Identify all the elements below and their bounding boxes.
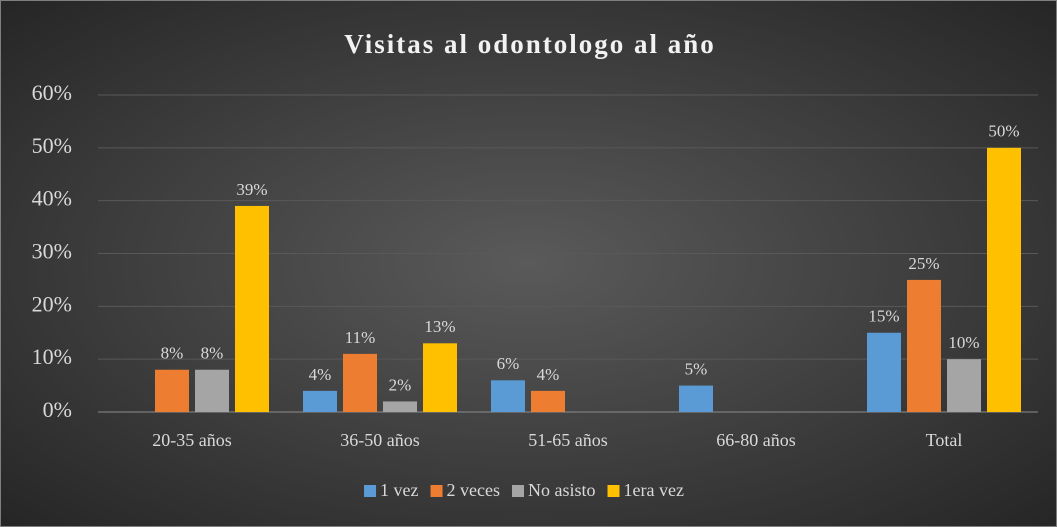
legend-swatch	[430, 485, 443, 497]
bar	[303, 390, 337, 412]
data-label: 11%	[345, 328, 376, 347]
bar	[491, 380, 525, 412]
data-label: 13%	[424, 317, 455, 336]
legend-swatch	[512, 485, 525, 497]
y-tick-label: 20%	[32, 291, 72, 316]
data-label: 8%	[161, 344, 184, 363]
legend-label: 2 veces	[447, 480, 500, 500]
bar	[383, 401, 417, 412]
data-label: 50%	[988, 122, 1019, 141]
bar	[195, 369, 229, 412]
y-tick-label: 60%	[32, 80, 72, 105]
bar	[867, 332, 901, 412]
bar	[947, 359, 981, 412]
x-tick-label: 66-80 años	[716, 430, 796, 450]
legend-swatch	[364, 485, 377, 497]
legend-label: 1 vez	[380, 480, 418, 500]
bar	[235, 205, 269, 412]
y-tick-label: 30%	[32, 239, 72, 264]
data-label: 5%	[685, 359, 708, 378]
y-tick-label: 0%	[43, 397, 72, 422]
bar	[155, 369, 189, 412]
data-label: 15%	[868, 307, 899, 326]
chart-title: Visitas al odontologo al año	[344, 29, 716, 59]
y-tick-label: 50%	[32, 133, 72, 158]
bar	[987, 147, 1021, 413]
data-label: 4%	[537, 365, 560, 384]
data-label: 25%	[908, 254, 939, 273]
x-tick-label: Total	[926, 430, 963, 450]
data-label: 39%	[236, 180, 267, 199]
legend-label: 1era vez	[624, 480, 684, 500]
data-label: 4%	[309, 365, 332, 384]
x-tick-label: 51-65 años	[528, 430, 608, 450]
bar	[907, 279, 941, 412]
y-tick-label: 10%	[32, 344, 72, 369]
data-label: 2%	[389, 375, 412, 394]
legend-label: No asisto	[528, 480, 596, 500]
data-label: 8%	[201, 344, 224, 363]
bar	[423, 343, 457, 412]
data-label: 10%	[948, 333, 979, 352]
bar	[679, 385, 713, 412]
y-tick-label: 40%	[32, 186, 72, 211]
data-label: 6%	[497, 354, 520, 373]
legend-swatch	[607, 485, 620, 497]
x-tick-label: 20-35 años	[152, 430, 232, 450]
bar	[531, 390, 565, 412]
bar	[343, 353, 377, 412]
x-tick-label: 36-50 años	[340, 430, 420, 450]
